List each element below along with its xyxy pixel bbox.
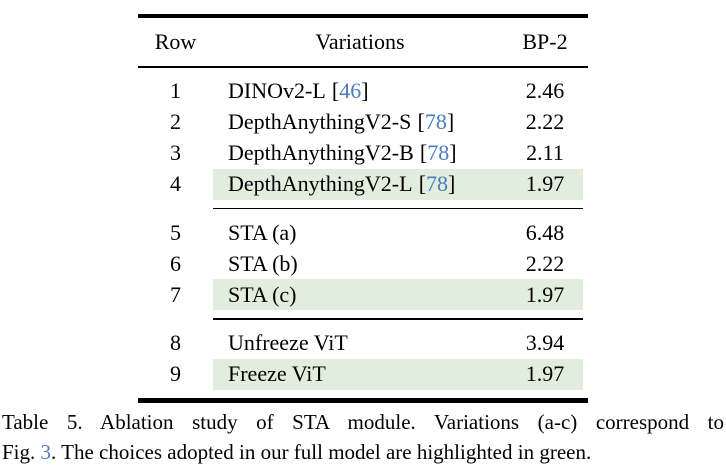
- row-highlight-area: STA (b) 2.22: [213, 248, 583, 279]
- bp2-value: 2.11: [526, 140, 564, 165]
- row-number: 9: [170, 361, 181, 386]
- citation: [46]: [332, 78, 369, 103]
- row-number: 1: [170, 78, 181, 103]
- variation-label: DepthAnythingV2-L [78]: [213, 171, 507, 197]
- table-row: 9 Freeze ViT 1.97: [138, 358, 588, 390]
- caption-fig-prefix: Fig.: [2, 440, 41, 464]
- row-number: 7: [170, 281, 181, 307]
- citation-open-bracket: [: [331, 78, 340, 103]
- row-number: 5: [170, 219, 181, 245]
- variation-label: STA (b): [213, 251, 507, 277]
- table-body: 1 DINOv2-L [46] 2.46 2 DepthAnythingV2-S[…: [138, 68, 588, 398]
- citation-open-bracket: [: [419, 140, 428, 165]
- bp2-value: 3.94: [525, 330, 565, 355]
- bp2-value: 2.22: [525, 250, 565, 276]
- row-highlight-area: STA (a) 6.48: [213, 217, 583, 248]
- variation-name: Unfreeze ViT: [228, 330, 348, 355]
- table-row: 8 Unfreeze ViT 3.94: [138, 328, 588, 359]
- variation-label: DepthAnythingV2-S [78]: [213, 109, 507, 135]
- citation: [78]: [417, 109, 454, 134]
- figure-reference-link[interactable]: 3: [40, 440, 52, 464]
- variation-label: DepthAnythingV2-B [78]: [213, 140, 507, 166]
- citation-link[interactable]: 78: [424, 109, 447, 134]
- table-row: 4 DepthAnythingV2-L [78] 1.97: [138, 168, 588, 200]
- citation-link[interactable]: 78: [426, 171, 449, 196]
- table-top-rule: [138, 14, 588, 18]
- variation-label: STA (c): [213, 282, 507, 308]
- citation-close-bracket: ]: [448, 171, 456, 196]
- variation-name: STA (c): [228, 281, 297, 307]
- header-divider-rule: [138, 66, 588, 68]
- variation-label: Unfreeze ViT: [213, 330, 507, 356]
- citation-close-bracket: ]: [449, 140, 457, 165]
- row-highlight-area: Unfreeze ViT 3.94: [213, 328, 583, 359]
- table-section: 8 Unfreeze ViT 3.94 9 Freeze ViT 1.97: [138, 320, 588, 398]
- citation-open-bracket: [: [417, 109, 425, 134]
- citation: [78]: [420, 140, 457, 165]
- row-number: 6: [170, 250, 181, 276]
- table-row: 5 STA (a) 6.48: [138, 217, 588, 248]
- row-highlight-area: STA (c) 1.97: [213, 279, 583, 310]
- row-number: 8: [170, 330, 181, 355]
- row-highlight-area: DepthAnythingV2-L [78] 1.97: [213, 168, 583, 200]
- bp2-value: 1.97: [525, 361, 565, 386]
- column-header-variations: Variations: [315, 29, 405, 54]
- variation-label: Freeze ViT: [213, 361, 507, 387]
- bp2-value: 1.97: [525, 281, 565, 307]
- row-highlight-area: DepthAnythingV2-S [78] 2.22: [213, 107, 583, 138]
- table-caption: Table 5. Ablation study of STA module. V…: [2, 407, 724, 467]
- bp2-value: 1.97: [525, 171, 565, 196]
- variation-name: DepthAnythingV2-L: [228, 171, 413, 196]
- bp2-value: 6.48: [525, 219, 565, 245]
- row-number: 4: [170, 171, 181, 196]
- column-header-row: Row: [154, 29, 197, 54]
- variation-name: DepthAnythingV2-S: [228, 109, 412, 134]
- citation-link[interactable]: 78: [427, 140, 450, 165]
- row-highlight-area: DINOv2-L [46] 2.46: [213, 76, 583, 107]
- row-number: 2: [170, 109, 181, 134]
- table-row: 2 DepthAnythingV2-S [78] 2.22: [138, 107, 588, 138]
- table-row: 1 DINOv2-L [46] 2.46: [138, 76, 588, 107]
- table-section: 1 DINOv2-L [46] 2.46 2 DepthAnythingV2-S[…: [138, 68, 588, 208]
- section-divider-rule: [213, 207, 583, 209]
- caption-line-2: Fig. 3. The choices adopted in our full …: [2, 437, 724, 467]
- row-highlight-area: DepthAnythingV2-B [78] 2.11: [213, 138, 583, 169]
- row-highlight-area: Freeze ViT 1.97: [213, 358, 583, 390]
- table-section: 5 STA (a) 6.48 6 STA (b) 2.22 7 STA (c) …: [138, 209, 588, 318]
- column-header-bp2: BP-2: [522, 29, 568, 54]
- section-divider-rule: [213, 318, 583, 320]
- variation-name: DepthAnythingV2-B: [228, 140, 414, 165]
- bp2-value: 2.22: [525, 109, 565, 134]
- table-header-row: Row Variations BP-2: [138, 18, 588, 66]
- citation-open-bracket: [: [418, 171, 427, 196]
- variation-name: Freeze ViT: [228, 361, 326, 386]
- citation-close-bracket: ]: [446, 109, 455, 134]
- ablation-table: Row Variations BP-2 1 DINOv2-L [46] 2.46 …: [138, 14, 588, 403]
- citation: [78]: [419, 171, 456, 196]
- caption-line-1: Table 5. Ablation study of STA module. V…: [2, 410, 724, 434]
- table-row: 7 STA (c) 1.97: [138, 279, 588, 310]
- table-row: 6 STA (b) 2.22: [138, 248, 588, 279]
- row-number: 3: [170, 140, 181, 165]
- table-row: 3 DepthAnythingV2-B [78] 2.11: [138, 138, 588, 169]
- variation-label: STA (a): [213, 220, 507, 246]
- variation-name: STA (a): [228, 219, 297, 245]
- citation-link[interactable]: 46: [339, 78, 362, 103]
- variation-name: DINOv2-L: [228, 78, 326, 103]
- citation-close-bracket: ]: [361, 78, 369, 103]
- variation-name: STA (b): [228, 250, 298, 276]
- variation-label: DINOv2-L [46]: [213, 78, 507, 104]
- caption-fig-suffix: . The choices adopted in our full model …: [51, 440, 592, 464]
- table-bottom-rule: [138, 397, 588, 403]
- bp2-value: 2.46: [525, 78, 565, 103]
